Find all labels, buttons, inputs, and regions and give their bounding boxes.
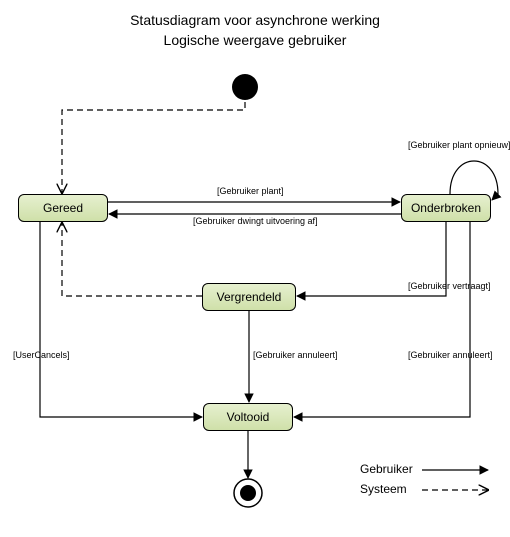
state-gereed: Gereed bbox=[18, 194, 108, 222]
title-line-1: Statusdiagram voor asynchrone werking bbox=[0, 12, 510, 28]
label-vergrendeld-voltooid: [Gebruiker annuleert] bbox=[253, 350, 338, 360]
title-line-2: Logische weergave gebruiker bbox=[0, 32, 510, 48]
edge-initial-gereed bbox=[62, 102, 245, 193]
state-voltooid-label: Voltooid bbox=[227, 410, 270, 424]
state-voltooid: Voltooid bbox=[203, 403, 293, 431]
edge-vergrendeld-gereed bbox=[62, 223, 202, 296]
legend-user-label: Gebruiker bbox=[360, 462, 413, 476]
initial-state bbox=[232, 74, 258, 100]
state-gereed-label: Gereed bbox=[43, 201, 83, 215]
label-onderbroken-voltooid: [Gebruiker annuleert] bbox=[408, 350, 493, 360]
edge-onderbroken-voltooid bbox=[294, 222, 470, 417]
label-onderbroken-gereed: [Gebruiker dwingt uitvoering af] bbox=[193, 216, 318, 226]
final-state-dot bbox=[240, 485, 256, 501]
state-onderbroken: Onderbroken bbox=[401, 194, 491, 222]
label-onderbroken-vergrendeld: [Gebruiker vertraagt] bbox=[408, 281, 491, 291]
label-gereed-onderbroken: [Gebruiker plant] bbox=[217, 186, 284, 196]
state-onderbroken-label: Onderbroken bbox=[411, 201, 481, 215]
diagram-svg bbox=[0, 0, 510, 537]
edge-gereed-voltooid bbox=[40, 222, 202, 417]
label-gereed-voltooid: [UserCancels] bbox=[13, 350, 70, 360]
final-state-ring bbox=[234, 479, 262, 507]
state-vergrendeld-label: Vergrendeld bbox=[217, 290, 282, 304]
legend-system-label: Systeem bbox=[360, 482, 407, 496]
state-vergrendeld: Vergrendeld bbox=[202, 283, 296, 311]
label-onderbroken-self: [Gebruiker plant opnieuw] bbox=[408, 140, 510, 150]
